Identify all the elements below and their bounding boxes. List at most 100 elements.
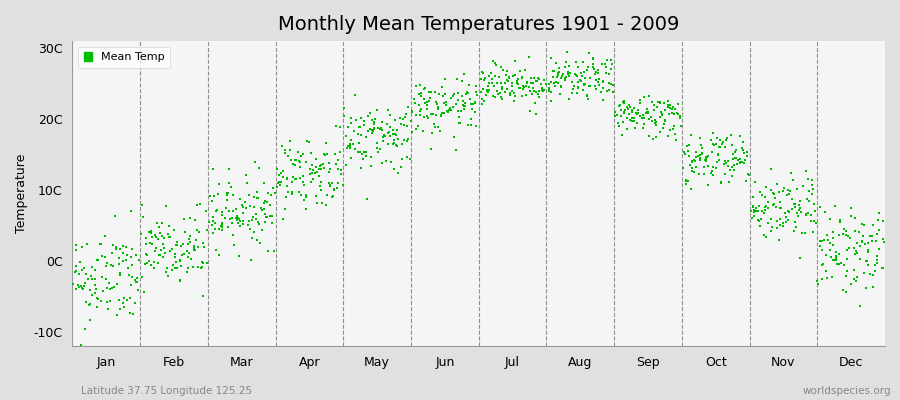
- Point: [272, 179, 286, 185]
- Point: [637, 121, 652, 128]
- Point: [777, 220, 791, 226]
- Point: [724, 141, 739, 148]
- Point: [207, 226, 221, 232]
- Point: [364, 154, 378, 160]
- Point: [336, 182, 350, 188]
- Point: [394, 121, 409, 127]
- Point: [320, 151, 335, 158]
- Point: [752, 217, 766, 224]
- Point: [465, 106, 480, 113]
- Point: [103, 285, 117, 292]
- Point: [167, 265, 182, 271]
- Point: [418, 84, 432, 91]
- Point: [344, 115, 358, 122]
- Point: [539, 80, 554, 87]
- Point: [577, 81, 591, 87]
- Point: [90, 256, 104, 263]
- Point: [139, 235, 153, 241]
- Point: [795, 230, 809, 236]
- Point: [766, 190, 780, 196]
- Point: [393, 164, 408, 170]
- Point: [872, 226, 886, 233]
- Point: [511, 76, 526, 82]
- Point: [319, 140, 333, 146]
- Point: [835, 287, 850, 294]
- Point: [169, 242, 184, 248]
- Point: [177, 216, 192, 222]
- Point: [519, 83, 534, 89]
- Point: [260, 198, 274, 205]
- Point: [375, 134, 390, 140]
- Point: [188, 237, 202, 243]
- Point: [455, 102, 470, 109]
- Point: [159, 203, 174, 209]
- Point: [528, 77, 543, 84]
- Point: [115, 299, 130, 306]
- Point: [829, 255, 843, 261]
- Point: [721, 163, 735, 169]
- Point: [670, 101, 685, 107]
- Point: [525, 91, 539, 98]
- Point: [599, 57, 614, 64]
- Point: [850, 274, 864, 280]
- Point: [393, 114, 408, 121]
- Point: [769, 204, 783, 210]
- Point: [275, 216, 290, 223]
- Point: [580, 96, 595, 102]
- Point: [681, 148, 696, 154]
- Point: [649, 134, 663, 140]
- Point: [73, 259, 87, 265]
- Point: [608, 113, 623, 120]
- Point: [136, 214, 150, 220]
- Point: [310, 169, 325, 175]
- Point: [257, 206, 272, 213]
- Point: [811, 281, 825, 288]
- Point: [823, 247, 837, 254]
- Point: [195, 260, 210, 266]
- Point: [177, 251, 192, 257]
- Point: [113, 306, 128, 312]
- Point: [844, 205, 859, 212]
- Point: [195, 264, 210, 270]
- Point: [352, 140, 366, 146]
- Point: [622, 117, 636, 123]
- Point: [718, 144, 733, 150]
- Point: [267, 248, 282, 254]
- Point: [215, 222, 230, 228]
- Point: [257, 210, 272, 217]
- Point: [718, 171, 733, 177]
- Point: [423, 94, 437, 101]
- Point: [534, 81, 548, 88]
- Point: [411, 102, 426, 108]
- Point: [434, 112, 448, 118]
- Point: [156, 240, 170, 247]
- Point: [239, 180, 254, 186]
- Point: [645, 136, 660, 143]
- Point: [780, 192, 795, 198]
- Point: [152, 230, 166, 236]
- Point: [141, 229, 156, 236]
- Point: [764, 216, 778, 223]
- Point: [863, 270, 878, 277]
- Point: [170, 242, 184, 248]
- Point: [655, 111, 670, 117]
- Point: [758, 207, 772, 214]
- Point: [284, 147, 298, 153]
- Point: [608, 109, 622, 116]
- Point: [550, 74, 564, 80]
- Point: [594, 89, 608, 96]
- Point: [760, 220, 775, 226]
- Point: [125, 310, 140, 317]
- Point: [309, 164, 323, 170]
- Point: [297, 182, 311, 188]
- Point: [380, 120, 394, 127]
- Point: [808, 207, 823, 214]
- Point: [226, 192, 240, 198]
- Point: [174, 242, 188, 249]
- Point: [699, 156, 714, 162]
- Point: [587, 66, 601, 72]
- Point: [430, 100, 445, 107]
- Point: [329, 122, 344, 129]
- Point: [186, 264, 201, 270]
- Point: [792, 202, 806, 209]
